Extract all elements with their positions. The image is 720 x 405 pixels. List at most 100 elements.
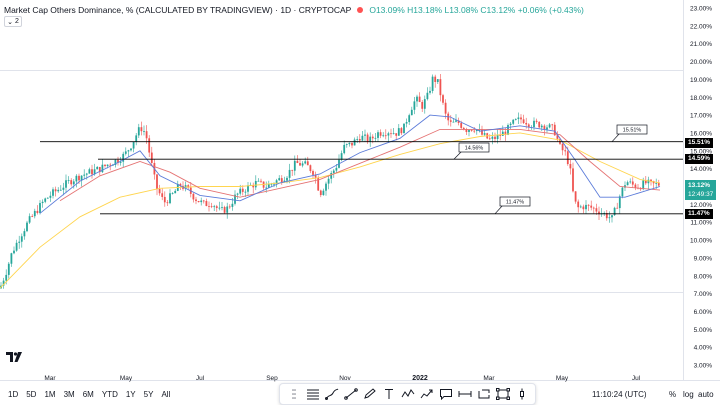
range-3m[interactable]: 3M <box>63 390 75 399</box>
tradingview-logo-icon[interactable] <box>6 352 22 362</box>
candle-body <box>122 153 125 162</box>
ma-fast-line <box>39 114 661 214</box>
y-tick-label: 11.00% <box>690 220 712 227</box>
candle-body <box>28 216 31 223</box>
candle-body <box>634 184 637 188</box>
candle-body <box>366 134 369 142</box>
y-tick-label: 15.00% <box>690 148 712 155</box>
candle-body <box>304 161 307 164</box>
candle-body <box>470 129 473 131</box>
candle-body <box>26 222 28 232</box>
candle-body <box>132 141 135 149</box>
level-callout[interactable] <box>616 124 648 135</box>
market-status-dot <box>357 7 364 13</box>
candle-body <box>369 136 372 142</box>
candle-body <box>384 135 387 137</box>
level-callout[interactable] <box>458 142 490 153</box>
drag-handle-icon[interactable] <box>287 387 301 401</box>
candle-body <box>205 201 208 207</box>
candle-body <box>23 231 26 237</box>
candle-body <box>226 206 229 213</box>
candle-body <box>15 242 18 251</box>
pattern-icon[interactable] <box>401 387 415 401</box>
price-axis[interactable]: 23.00% 22.00% 21.00% 20.00% 19.00% 18.00% 17.0… <box>690 6 712 370</box>
time-axis[interactable]: Mar May Jul Sep Nov 2022 Mar May Jul <box>44 375 640 382</box>
ohlc-values: O13.09% H13.18% L13.08% C13.12% +0.06% (… <box>369 5 584 15</box>
candle-body <box>171 193 174 195</box>
long-position-icon[interactable] <box>306 387 320 401</box>
candle-body <box>439 79 442 96</box>
symbol-title[interactable]: Market Cap Others Dominance, % (CALCULAT… <box>4 5 352 15</box>
candle-body <box>174 190 177 194</box>
candle-body <box>434 76 437 82</box>
range-ytd[interactable]: YTD <box>101 390 118 399</box>
hide-icon[interactable] <box>515 387 529 401</box>
candle-body <box>608 217 611 219</box>
horizontal-levels[interactable]: 15.51% 14.56% 11.47% <box>40 124 683 215</box>
range-1m[interactable]: 1M <box>44 390 56 399</box>
measure-icon[interactable] <box>458 387 472 401</box>
candle-body <box>605 213 608 219</box>
utc-clock[interactable]: 11:10:24 (UTC) <box>592 390 647 399</box>
candle-body <box>143 131 145 132</box>
candle-body <box>88 169 91 174</box>
candle-body <box>356 139 359 140</box>
brush-icon[interactable] <box>324 387 339 401</box>
candle-body <box>104 164 106 167</box>
candle-body <box>353 139 356 146</box>
candle-body <box>166 202 169 204</box>
candle-body <box>293 160 296 171</box>
candle-body <box>163 196 166 203</box>
candle-body <box>421 101 424 109</box>
candle-body <box>59 189 62 191</box>
candle-body <box>252 184 255 188</box>
range-1d[interactable]: 1D <box>8 390 19 399</box>
candle-body <box>621 187 624 197</box>
projection-icon[interactable] <box>420 387 434 401</box>
range-5d[interactable]: 5D <box>26 390 37 399</box>
candle-body <box>626 182 629 186</box>
candle-body <box>585 204 587 210</box>
level-badge-middle: 14.59% <box>685 154 714 164</box>
range-1y[interactable]: 1Y <box>125 390 136 399</box>
y-tick-label: 20.00% <box>690 59 712 66</box>
percent-scale-toggle[interactable]: % <box>669 390 677 399</box>
log-scale-toggle[interactable]: log <box>683 390 694 399</box>
candle-body <box>265 187 268 189</box>
chart-header[interactable]: Market Cap Others Dominance, % (CALCULAT… <box>4 3 584 17</box>
candle-body <box>33 210 36 217</box>
candle-body <box>416 96 418 102</box>
range-6m[interactable]: 6M <box>82 390 94 399</box>
candle-body <box>278 178 281 181</box>
candle-body <box>465 129 468 132</box>
candle-body <box>514 119 517 120</box>
candle-body <box>72 181 75 185</box>
candle-body <box>639 188 642 190</box>
candle-body <box>218 207 221 209</box>
pen-icon[interactable] <box>363 387 377 401</box>
fib-icon[interactable] <box>477 387 491 401</box>
candle-body <box>481 129 483 135</box>
trend-line-icon[interactable] <box>343 387 358 401</box>
text-icon[interactable] <box>382 387 396 401</box>
auto-scale-toggle[interactable]: auto <box>698 390 714 399</box>
comment-icon[interactable] <box>439 387 453 401</box>
range-5y[interactable]: 5Y <box>143 390 154 399</box>
candle-body <box>348 142 351 145</box>
candle-body <box>452 121 455 123</box>
range-all[interactable]: All <box>161 390 171 399</box>
frame-icon[interactable] <box>495 387 510 401</box>
candle-body <box>312 171 314 175</box>
candle-body <box>80 175 83 181</box>
candle-body <box>507 125 509 135</box>
bar-countdown: 12:49:37 <box>688 191 714 198</box>
x-tick-label: Mar <box>483 375 495 382</box>
candle-body <box>124 151 127 154</box>
indicators-toggle[interactable]: ⌄ 2 <box>4 16 22 27</box>
level-callout[interactable] <box>499 196 531 207</box>
candle-body <box>598 211 600 215</box>
y-tick-label: 21.00% <box>690 41 712 48</box>
candle-body <box>46 197 49 199</box>
